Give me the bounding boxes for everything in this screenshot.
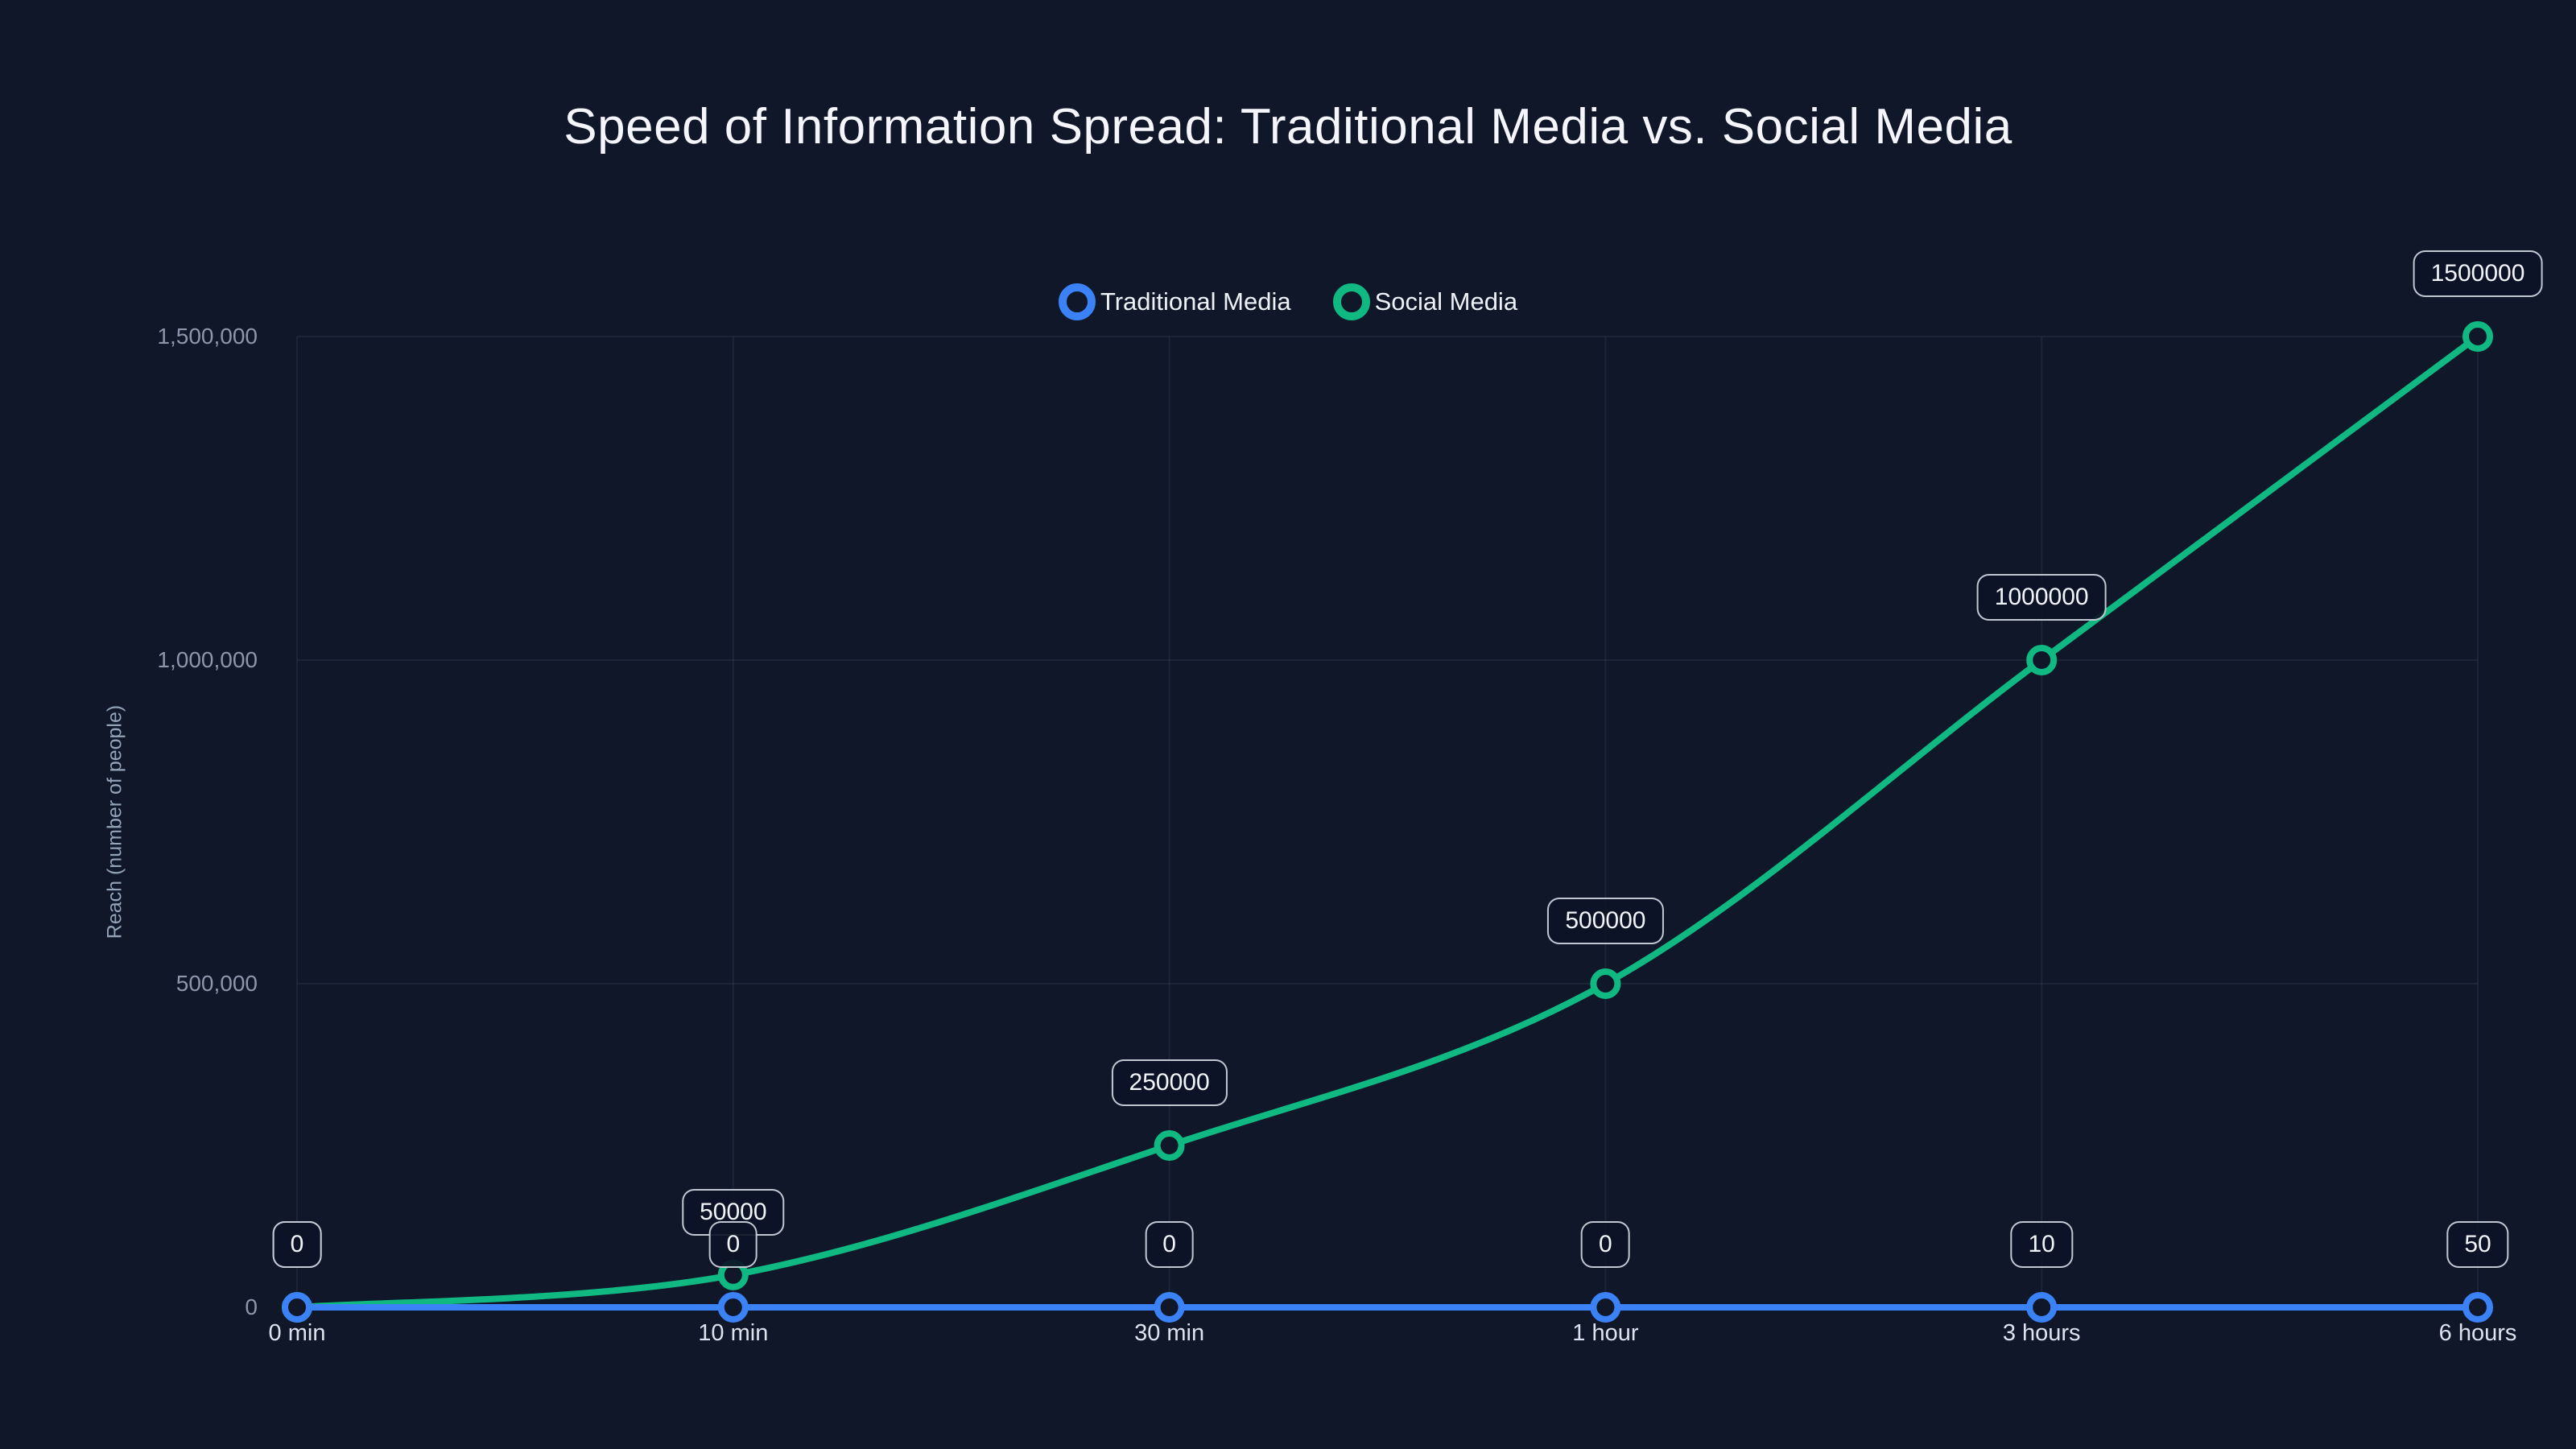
chart-title: Speed of Information Spread: Traditional… bbox=[564, 99, 2013, 155]
x-tick-label: 10 min bbox=[698, 1320, 769, 1346]
data-point[interactable] bbox=[2026, 1291, 2058, 1323]
data-point[interactable] bbox=[1590, 968, 1621, 999]
data-label: 0 bbox=[272, 1221, 322, 1268]
y-tick-label: 1,000,000 bbox=[157, 647, 258, 672]
y-tick-label: 1,500,000 bbox=[157, 324, 258, 349]
legend: Traditional Media Social Media bbox=[0, 283, 2576, 320]
legend-label: Social Media bbox=[1374, 287, 1518, 316]
data-point[interactable] bbox=[1154, 1292, 1185, 1323]
x-tick-label: 0 min bbox=[268, 1320, 326, 1346]
traditional-media-marker-icon bbox=[1058, 283, 1096, 320]
social-media-marker-icon bbox=[1332, 283, 1370, 320]
y-tick-label: 0 bbox=[245, 1294, 258, 1319]
legend-label: Traditional Media bbox=[1100, 287, 1291, 316]
data-label: 0 bbox=[708, 1221, 758, 1268]
x-tick-label: 6 hours bbox=[2438, 1320, 2517, 1346]
data-point[interactable] bbox=[717, 1292, 749, 1323]
legend-item-traditional-media[interactable]: Traditional Media bbox=[1058, 283, 1291, 320]
x-tick-label: 3 hours bbox=[2002, 1320, 2081, 1346]
y-tick-label: 500,000 bbox=[175, 971, 258, 996]
data-label: 500000 bbox=[1547, 898, 1664, 944]
data-label: 0 bbox=[1581, 1221, 1630, 1268]
data-point[interactable] bbox=[2462, 321, 2493, 352]
data-label: 1500000 bbox=[2413, 250, 2543, 297]
data-label: 0 bbox=[1145, 1221, 1194, 1268]
legend-item-social-media[interactable]: Social Media bbox=[1332, 283, 1518, 320]
data-label: 50 bbox=[2446, 1220, 2509, 1268]
series-line bbox=[294, 333, 2481, 1311]
data-label: 1000000 bbox=[1976, 574, 2107, 621]
data-label: 10 bbox=[2010, 1220, 2073, 1268]
x-tick-label: 1 hour bbox=[1572, 1320, 1639, 1346]
data-point[interactable] bbox=[1154, 1130, 1185, 1161]
data-point[interactable] bbox=[1590, 1292, 1621, 1323]
data-point[interactable] bbox=[2462, 1291, 2493, 1323]
data-point[interactable] bbox=[282, 1292, 312, 1323]
data-point[interactable] bbox=[2026, 645, 2058, 675]
data-label: 250000 bbox=[1111, 1059, 1228, 1106]
x-tick-label: 30 min bbox=[1134, 1320, 1205, 1346]
